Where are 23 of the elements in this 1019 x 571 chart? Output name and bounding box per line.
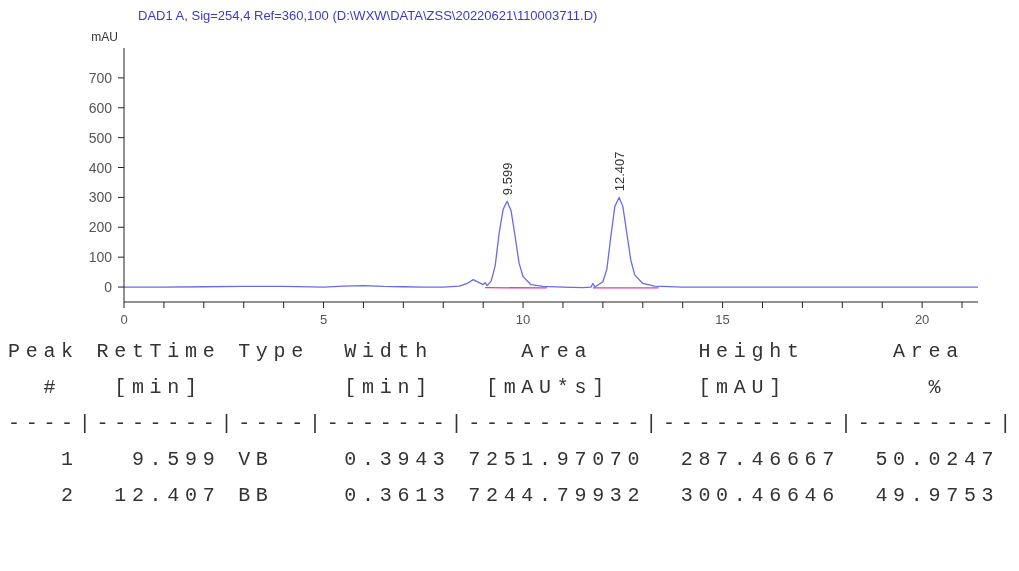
text: ----|-------|----|-------|----------|----------|--------| [8,411,1018,437]
x-tick-label: 20 [914,312,930,327]
line-series [124,196,978,289]
y-axis-title: mAU [91,29,118,44]
annotation: 9.599 [500,162,516,196]
x-tick-label: 0 [120,312,128,327]
y-tick-label: 500 [88,129,113,146]
text: # [min] [min] [mAU*s] [mAU] % [42,375,948,401]
x-tick-label: 15 [715,312,730,327]
y-tick-label: 400 [88,159,113,176]
y-tick-label: 600 [88,99,113,116]
y-tick-label: 100 [88,249,113,266]
y-tick-label: 700 [88,69,113,86]
text: 2 12.407 BB 0.3613 7244.79932 300.46646 49.9753 [60,483,1001,509]
y-tick-label: 0 [104,279,113,296]
x-tick-label: 5 [319,312,328,327]
text: 1 9.599 VB 0.3943 7251.97070 287.46667 50.0247 [60,447,1001,473]
y-tick-label: 300 [88,189,113,206]
text: Peak RetTime Type Width Area Height Area [8,339,965,365]
annotation: 12.407 [612,151,628,192]
chart-title: DAD1 A, Sig=254,4 Ref=360,100 (D:\WXW\DATA\ZSS\20220621\110003711.D) [138,8,599,25]
y-tick-label: 200 [88,219,113,236]
x-tick-label: 10 [515,312,531,327]
